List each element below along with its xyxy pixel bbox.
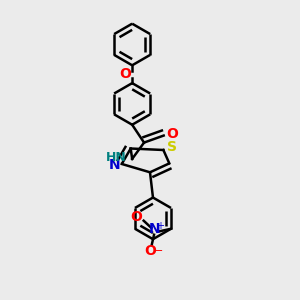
Text: O: O [144,244,156,258]
Text: S: S [167,140,177,154]
Text: HN: HN [106,151,127,164]
Text: N: N [149,222,161,236]
Text: −: − [154,246,163,256]
Text: +: + [156,221,164,231]
Text: O: O [119,67,131,81]
Text: O: O [167,127,178,141]
Text: O: O [130,211,142,224]
Text: N: N [109,158,120,172]
